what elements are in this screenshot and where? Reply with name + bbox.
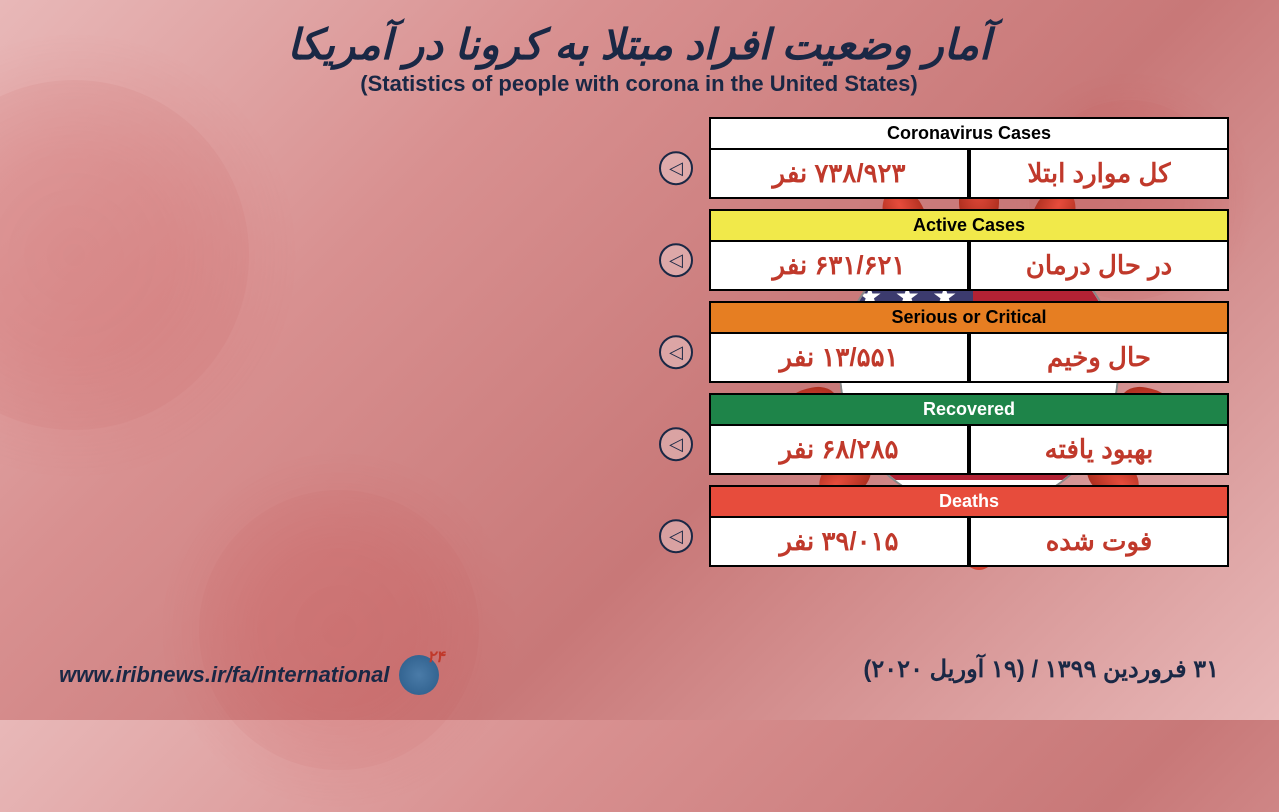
stat-header: Active Cases bbox=[710, 209, 1230, 242]
stats-panel: Coronavirus Cases کل موارد ابتلا ۷۳۸/۹۲۳… bbox=[710, 117, 1230, 577]
stat-header: Serious or Critical bbox=[710, 301, 1230, 334]
arrow-left-icon: ◁ bbox=[660, 427, 694, 461]
arrow-left-icon: ◁ bbox=[660, 335, 694, 369]
stat-value: ۶۳۱/۶۲۱ نفر bbox=[710, 242, 970, 291]
stat-value: ۳۹/۰۱۵ نفر bbox=[710, 518, 970, 567]
stat-label-fa: فوت شده bbox=[970, 518, 1230, 567]
stat-header: Recovered bbox=[710, 393, 1230, 426]
stat-label-fa: کل موارد ابتلا bbox=[970, 150, 1230, 199]
stat-block-4: Deaths فوت شده ۳۹/۰۱۵ نفر ◁ bbox=[710, 485, 1230, 567]
date-text: ۳۱ فروردین ۱۳۹۹ / (۱۹ آوریل ۲۰۲۰) bbox=[864, 655, 1220, 695]
stat-block-0: Coronavirus Cases کل موارد ابتلا ۷۳۸/۹۲۳… bbox=[710, 117, 1230, 199]
stat-header: Deaths bbox=[710, 485, 1230, 518]
source-url: www.iribnews.ir/fa/international bbox=[60, 655, 440, 695]
stat-label-fa: در حال درمان bbox=[970, 242, 1230, 291]
irib-logo-icon bbox=[400, 655, 440, 695]
stat-value: ۱۳/۵۵۱ نفر bbox=[710, 334, 970, 383]
stat-label-fa: بهبود یافته bbox=[970, 426, 1230, 475]
stat-value: ۷۳۸/۹۲۳ نفر bbox=[710, 150, 970, 199]
stat-block-3: Recovered بهبود یافته ۶۸/۲۸۵ نفر ◁ bbox=[710, 393, 1230, 475]
stat-label-fa: حال وخیم bbox=[970, 334, 1230, 383]
arrow-left-icon: ◁ bbox=[660, 519, 694, 553]
stat-header: Coronavirus Cases bbox=[710, 117, 1230, 150]
url-text: www.iribnews.ir/fa/international bbox=[60, 662, 390, 688]
arrow-left-icon: ◁ bbox=[660, 151, 694, 185]
arrow-left-icon: ◁ bbox=[660, 243, 694, 277]
footer: ۳۱ فروردین ۱۳۹۹ / (۱۹ آوریل ۲۰۲۰) www.ir… bbox=[0, 655, 1280, 695]
stat-block-2: Serious or Critical حال وخیم ۱۳/۵۵۱ نفر … bbox=[710, 301, 1230, 383]
stat-value: ۶۸/۲۸۵ نفر bbox=[710, 426, 970, 475]
title-english: (Statistics of people with corona in the… bbox=[0, 71, 1280, 97]
stat-block-1: Active Cases در حال درمان ۶۳۱/۶۲۱ نفر ◁ bbox=[710, 209, 1230, 291]
header: آمار وضعیت افراد مبتلا به کرونا در آمریک… bbox=[0, 0, 1280, 97]
title-persian: آمار وضعیت افراد مبتلا به کرونا در آمریک… bbox=[0, 20, 1280, 69]
